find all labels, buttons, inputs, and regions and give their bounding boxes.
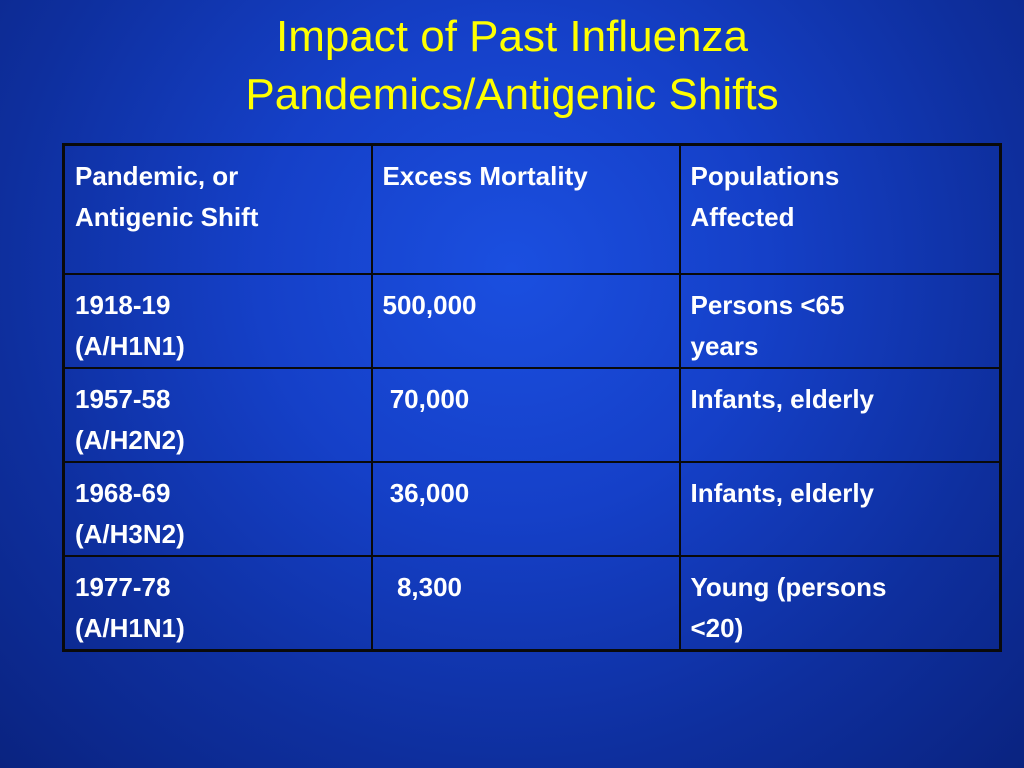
pandemic-strain: (A/H3N2) — [75, 518, 185, 549]
populations-line-2: years — [690, 330, 759, 361]
pandemics-table: Pandemic, or Antigenic Shift Excess Mort… — [62, 143, 1002, 652]
pandemic-years: 1977-78 — [75, 571, 171, 602]
header-mortality-line-1: Excess Mortality — [382, 161, 588, 191]
populations-line-1: Persons <65 — [690, 289, 845, 320]
mortality-value: 8,300 — [382, 571, 463, 602]
table-header-row: Pandemic, or Antigenic Shift Excess Mort… — [62, 143, 1002, 275]
header-pandemic: Pandemic, or Antigenic Shift — [62, 143, 373, 275]
mortality-value: 36,000 — [382, 477, 470, 508]
cell-pandemic: 1977-78 (A/H1N1) — [62, 554, 373, 651]
populations-line-1: Infants, elderly — [690, 383, 875, 414]
slide-title: Impact of Past Influenza Pandemics/Antig… — [0, 8, 1024, 124]
table-row: 1918-19 (A/H1N1) 500,000 Persons <65 yea… — [62, 272, 1002, 369]
cell-pandemic: 1918-19 (A/H1N1) — [62, 272, 373, 369]
mortality-value: 500,000 — [382, 289, 477, 320]
cell-populations: Young (persons <20) — [678, 554, 1002, 651]
pandemic-strain: (A/H1N1) — [75, 330, 185, 361]
cell-mortality: 500,000 — [370, 272, 681, 369]
cell-populations: Infants, elderly — [678, 366, 1002, 463]
header-pandemic-line-2: Antigenic Shift — [75, 202, 259, 232]
header-populations-affected: Populations Affected — [678, 143, 1002, 275]
cell-mortality: 8,300 — [370, 554, 681, 651]
header-pandemic-line-1: Pandemic, or — [75, 161, 239, 191]
header-populations-line-2: Affected — [690, 202, 795, 232]
pandemic-strain: (A/H1N1) — [75, 612, 185, 643]
pandemic-strain: (A/H2N2) — [75, 424, 185, 455]
pandemic-years: 1957-58 — [75, 383, 171, 414]
populations-line-1: Infants, elderly — [690, 477, 875, 508]
table-row: 1977-78 (A/H1N1) 8,300 Young (persons <2… — [62, 554, 1002, 651]
cell-pandemic: 1968-69 (A/H3N2) — [62, 460, 373, 557]
cell-pandemic: 1957-58 (A/H2N2) — [62, 366, 373, 463]
mortality-value: 70,000 — [382, 383, 470, 414]
header-populations-line-1: Populations — [690, 161, 840, 191]
populations-line-1: Young (persons — [690, 571, 887, 602]
cell-populations: Persons <65 years — [678, 272, 1002, 369]
table-row: 1968-69 (A/H3N2) 36,000 Infants, elderly — [62, 460, 1002, 557]
table-row: 1957-58 (A/H2N2) 70,000 Infants, elderly — [62, 366, 1002, 463]
slide-title-line-1: Impact of Past Influenza — [275, 12, 749, 61]
header-excess-mortality: Excess Mortality — [370, 143, 681, 275]
slide-title-line-2: Pandemics/Antigenic Shifts — [245, 70, 779, 119]
cell-mortality: 36,000 — [370, 460, 681, 557]
pandemic-years: 1918-19 — [75, 289, 171, 320]
cell-mortality: 70,000 — [370, 366, 681, 463]
populations-line-2: <20) — [690, 612, 744, 643]
pandemic-years: 1968-69 — [75, 477, 171, 508]
cell-populations: Infants, elderly — [678, 460, 1002, 557]
